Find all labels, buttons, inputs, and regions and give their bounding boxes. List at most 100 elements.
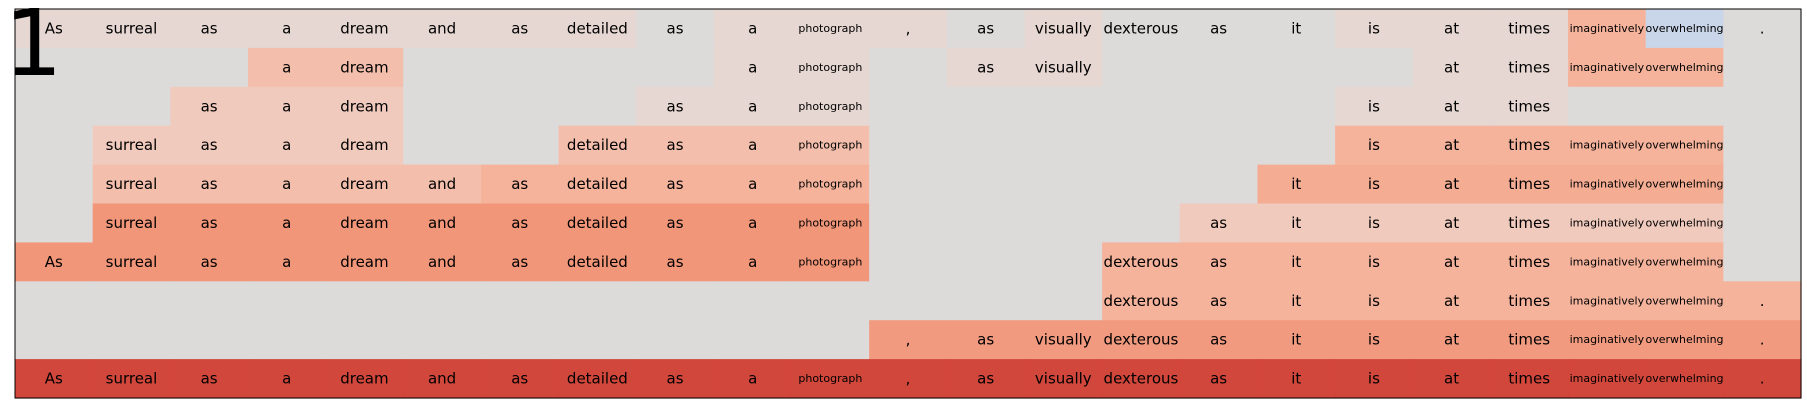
heatmap-cell [1102, 359, 1181, 399]
cell-label: dexterous [1104, 370, 1179, 388]
heatmap-cell [1645, 86, 1724, 127]
heatmap-cell [869, 359, 948, 399]
heatmap-cell [1179, 203, 1259, 243]
heatmap-cell [170, 359, 249, 399]
heatmap-cell [1568, 359, 1647, 399]
cell-label: , [906, 370, 911, 388]
heatmap-cell [1645, 9, 1724, 49]
heatmap-cell [480, 86, 560, 127]
cell-label: overwhelming [1645, 139, 1723, 152]
cell-label: photograph [798, 216, 862, 229]
cell-label: a [748, 97, 757, 115]
cell-label: as [667, 214, 684, 232]
heatmap-cell [1257, 86, 1336, 127]
cell-label: at [1444, 253, 1459, 271]
heatmap-cell [170, 281, 249, 321]
heatmap-cell [15, 47, 94, 88]
heatmap-cell [1490, 320, 1569, 360]
heatmap-cell [558, 47, 637, 88]
plot-frame [14, 8, 1802, 399]
cell-label: . [1760, 370, 1765, 388]
heatmap-cell [791, 359, 870, 399]
heatmap-cell [1412, 203, 1491, 243]
cell-label: photograph [798, 22, 862, 35]
heatmap-cell [15, 242, 94, 282]
cell-label: dream [340, 97, 388, 115]
heatmap-cell [1257, 359, 1336, 399]
cell-label: surreal [106, 136, 158, 154]
heatmap-cell [1257, 125, 1336, 166]
heatmap-cell [1568, 9, 1647, 49]
cell-label: is [1368, 292, 1380, 310]
heatmap-cell [1723, 86, 1802, 127]
heatmap-cell [480, 9, 560, 49]
cell-label: overwhelming [1645, 22, 1723, 35]
cell-label: imaginatively [1570, 294, 1645, 307]
heatmap-cell [325, 359, 404, 399]
heatmap-cell [1723, 203, 1802, 243]
cell-label: dream [340, 370, 388, 388]
heatmap-cell [92, 164, 171, 205]
cell-label: a [282, 370, 291, 388]
heatmap-cell [1179, 164, 1259, 205]
cell-label: times [1508, 19, 1550, 37]
cell-label: at [1444, 331, 1459, 349]
heatmap-cell [1257, 164, 1336, 205]
heatmap-cell [1645, 164, 1724, 205]
heatmap-cell [403, 125, 482, 166]
cell-label: is [1368, 214, 1380, 232]
heatmap-cell [946, 281, 1026, 321]
heatmap-cell [92, 9, 171, 49]
heatmap-cell [1102, 203, 1181, 243]
cell-label: photograph [798, 61, 862, 74]
cell-label: a [282, 97, 291, 115]
heatmap-cell [636, 242, 715, 282]
cell-label: is [1368, 370, 1380, 388]
heatmap-cell [92, 242, 171, 282]
cell-label: . [1760, 19, 1765, 37]
heatmap-cell [1102, 125, 1181, 166]
heatmap-cell [869, 203, 948, 243]
cell-label: surreal [106, 253, 158, 271]
cell-label: overwhelming [1645, 216, 1723, 229]
heatmap-cell [1179, 47, 1259, 88]
cell-label: a [748, 253, 757, 271]
heatmap-cell [1335, 320, 1414, 360]
heatmap-cell [480, 47, 560, 88]
cell-label: dream [340, 19, 388, 37]
heatmap-cell [1179, 9, 1259, 49]
heatmap-cell [1723, 164, 1802, 205]
heatmap-cell [170, 9, 249, 49]
heatmap-cell [1412, 320, 1491, 360]
cell-label: dream [340, 58, 388, 76]
cell-label: dream [340, 214, 388, 232]
heatmap-cell [1645, 242, 1724, 282]
heatmap-cell [1490, 359, 1569, 399]
cell-label: as [1210, 253, 1227, 271]
cell-label: at [1444, 19, 1459, 37]
cell-label: a [748, 136, 757, 154]
heatmap-cell [92, 203, 171, 243]
heatmap-cell [92, 47, 171, 88]
cell-label: detailed [567, 253, 628, 271]
heatmap-cell [15, 125, 94, 166]
heatmap-cell [946, 359, 1026, 399]
heatmap-cell [1257, 320, 1336, 360]
heatmap-cell [869, 125, 948, 166]
heatmap-cell [1335, 242, 1414, 282]
cell-label: overwhelming [1645, 372, 1723, 385]
heatmap-cell [403, 9, 482, 49]
heatmap-cell [325, 47, 404, 88]
cell-label: detailed [567, 19, 628, 37]
cell-label: at [1444, 175, 1459, 193]
heatmap-cell [1645, 125, 1724, 166]
cell-label: photograph [798, 139, 862, 152]
cell-label: imaginatively [1570, 372, 1645, 385]
heatmap-cell [636, 281, 715, 321]
cell-label: as [1210, 19, 1227, 37]
heatmap-cell [403, 320, 482, 360]
heatmap-cell [791, 47, 870, 88]
cell-label: and [428, 370, 456, 388]
cell-label: dream [340, 136, 388, 154]
heatmap-cell [558, 359, 637, 399]
